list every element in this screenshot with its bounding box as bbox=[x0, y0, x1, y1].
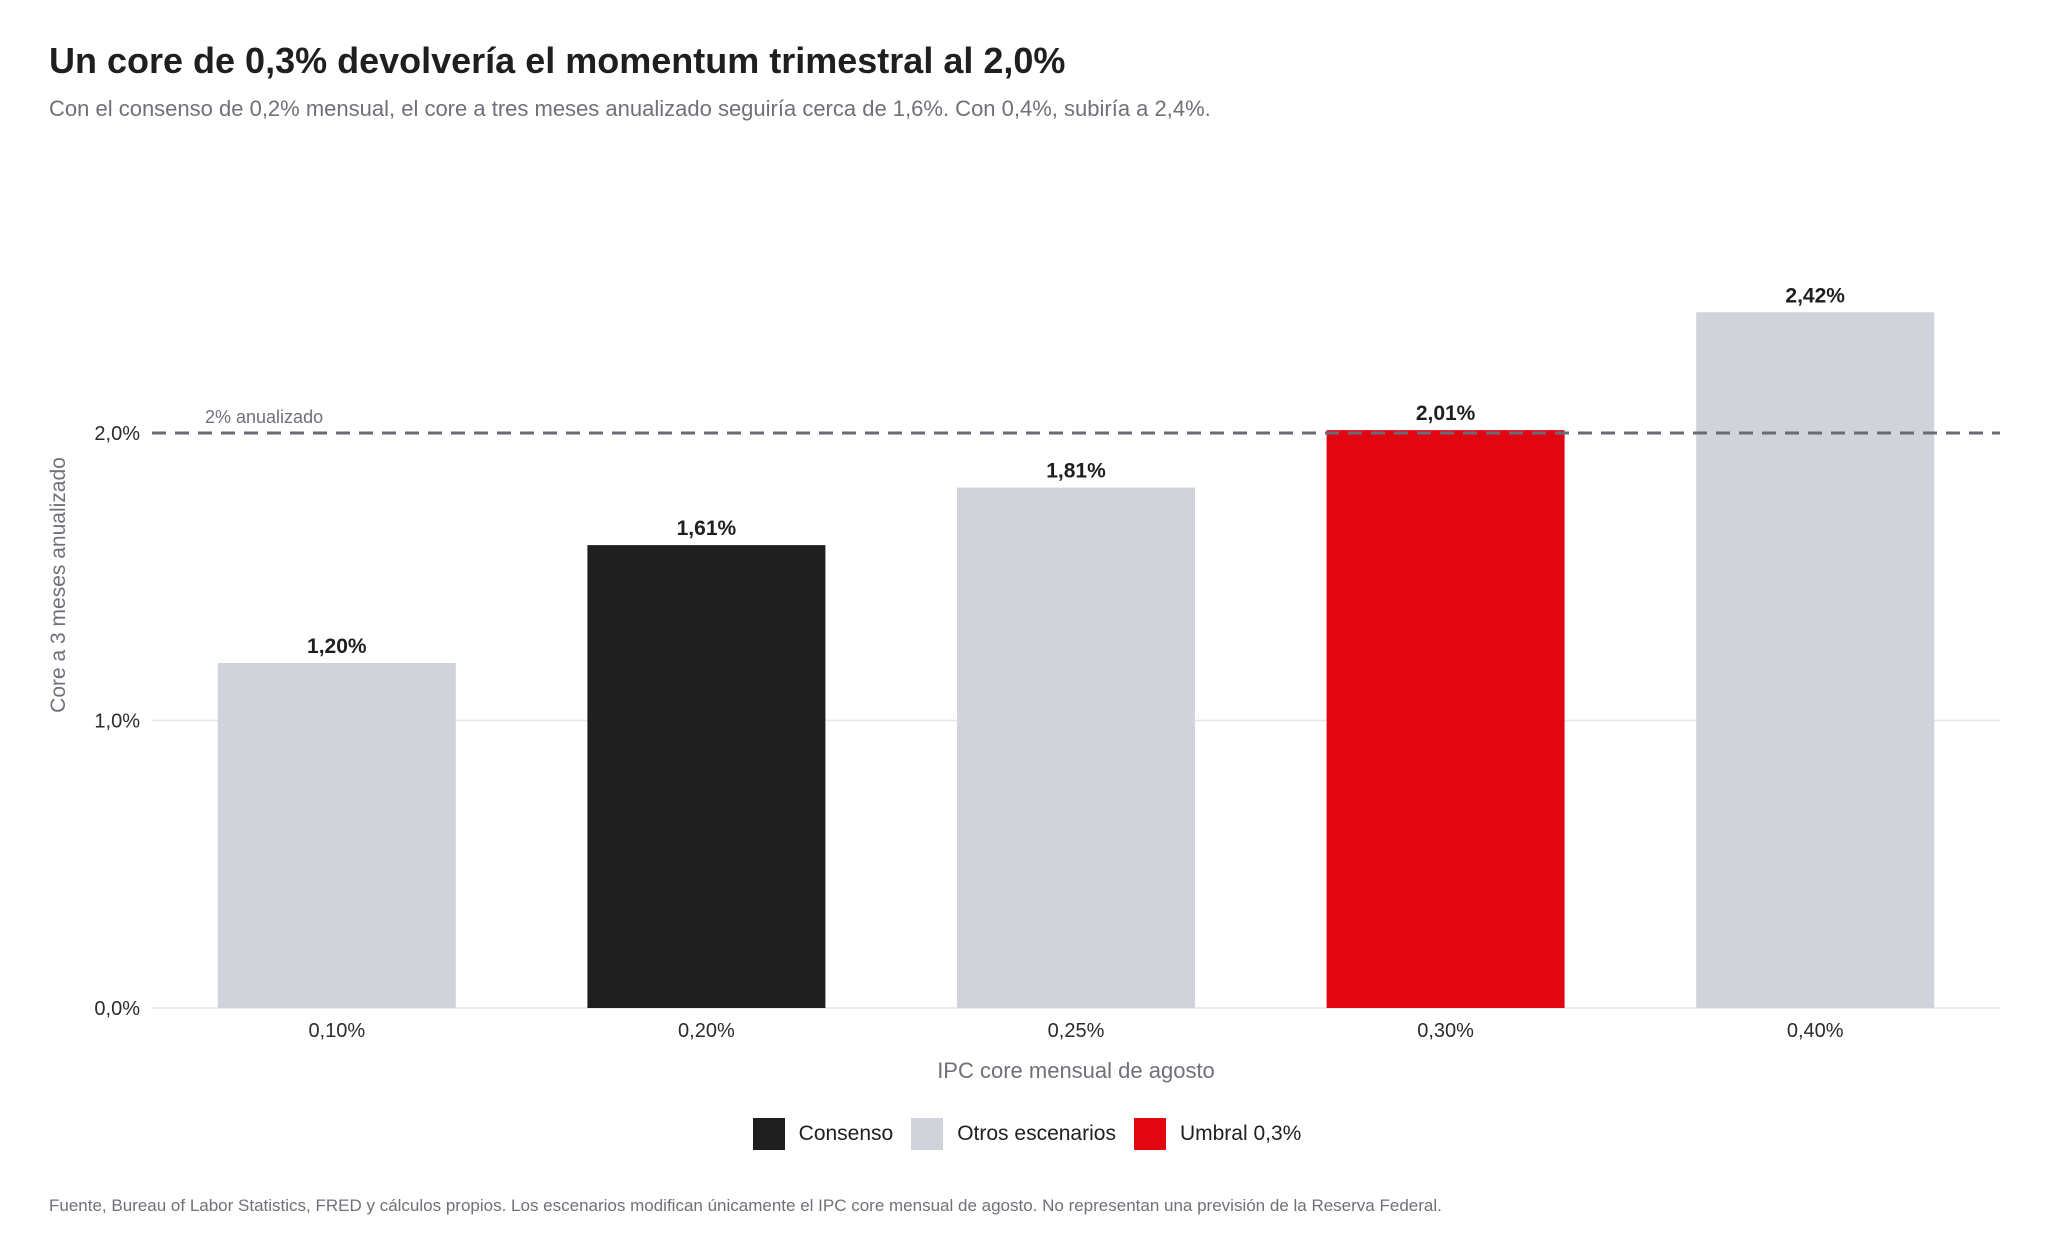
y-tick-label: 2,0% bbox=[94, 423, 140, 445]
x-tick-label: 0,40% bbox=[1787, 1020, 1844, 1042]
legend-item-consenso: Consenso bbox=[752, 1118, 894, 1150]
legend-item-otros-escenarios: Otros escenarios bbox=[911, 1118, 1116, 1150]
bar-value-label: 1,20% bbox=[307, 635, 367, 658]
x-axis-title: IPC core mensual de agosto bbox=[937, 1058, 1215, 1083]
legend-label-consenso: Consenso bbox=[798, 1122, 894, 1145]
bar-value-label: 2,01% bbox=[1416, 402, 1476, 425]
legend-label-umbral: Umbral 0,3% bbox=[1179, 1122, 1302, 1145]
x-tick-label: 0,10% bbox=[308, 1020, 365, 1042]
x-tick-label: 0,30% bbox=[1417, 1020, 1474, 1042]
x-tick-label: 0,25% bbox=[1048, 1020, 1105, 1042]
y-tick-label: 1,0% bbox=[94, 711, 140, 733]
legend-label-otros-escenarios: Otros escenarios bbox=[957, 1122, 1116, 1145]
chart-title: Un core de 0,3% devolvería el momentum t… bbox=[49, 40, 1066, 81]
bar bbox=[957, 487, 1195, 1008]
y-axis-title: Core a 3 meses anualizado bbox=[47, 457, 70, 713]
bar-value-label: 1,61% bbox=[677, 517, 737, 540]
x-tick-label: 0,20% bbox=[678, 1020, 735, 1042]
bar-value-label: 2,42% bbox=[1785, 284, 1845, 307]
reference-line-label: 2% anualizado bbox=[205, 407, 323, 427]
legend-swatch-umbral bbox=[1133, 1118, 1166, 1150]
bar-value-label: 1,81% bbox=[1046, 460, 1106, 483]
legend: Consenso Otros escenarios Umbral 0,3% bbox=[0, 1118, 2048, 1150]
bar bbox=[1696, 312, 1935, 1008]
source-note: Fuente, Bureau of Labor Statistics, FRED… bbox=[49, 1196, 1442, 1215]
chart-subtitle: Con el consenso de 0,2% mensual, el core… bbox=[49, 96, 1211, 121]
bar bbox=[217, 663, 456, 1008]
y-tick-label: 0,0% bbox=[94, 998, 140, 1020]
bar bbox=[1326, 430, 1565, 1008]
bar bbox=[587, 545, 826, 1008]
legend-item-umbral: Umbral 0,3% bbox=[1133, 1118, 1302, 1150]
legend-swatch-consenso bbox=[752, 1118, 785, 1150]
bar-chart: 0,0% 1,0% 2,0% 1,20% 0,10% 1,61% 0,20% 1,81% 0,2… bbox=[47, 284, 2000, 1083]
legend-swatch-otros-escenarios bbox=[911, 1118, 944, 1150]
